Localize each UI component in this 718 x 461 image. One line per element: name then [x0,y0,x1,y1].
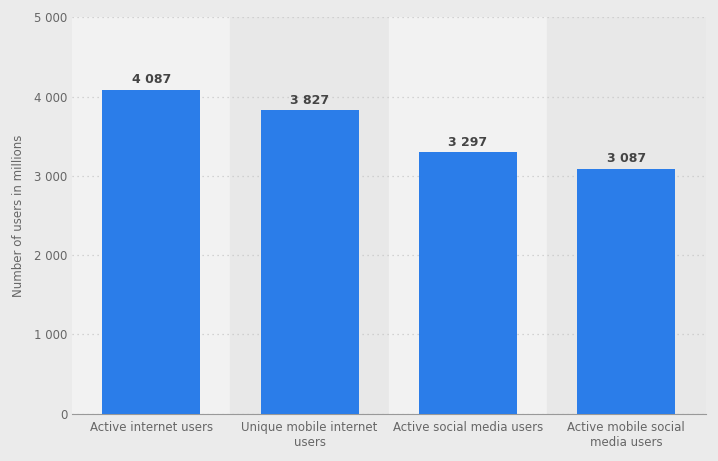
Text: 3 087: 3 087 [607,153,646,165]
Bar [547,18,706,414]
Bar [419,153,517,414]
Text: 3 297: 3 297 [449,136,488,149]
Text: 4 087: 4 087 [131,73,171,86]
Bar [388,18,547,414]
Bar [102,90,200,414]
Bar [577,169,676,414]
Text: 3 827: 3 827 [290,94,329,107]
Bar [261,111,359,414]
Bar [72,18,230,414]
Y-axis label: Number of users in millions: Number of users in millions [12,134,26,297]
Bar [230,18,388,414]
